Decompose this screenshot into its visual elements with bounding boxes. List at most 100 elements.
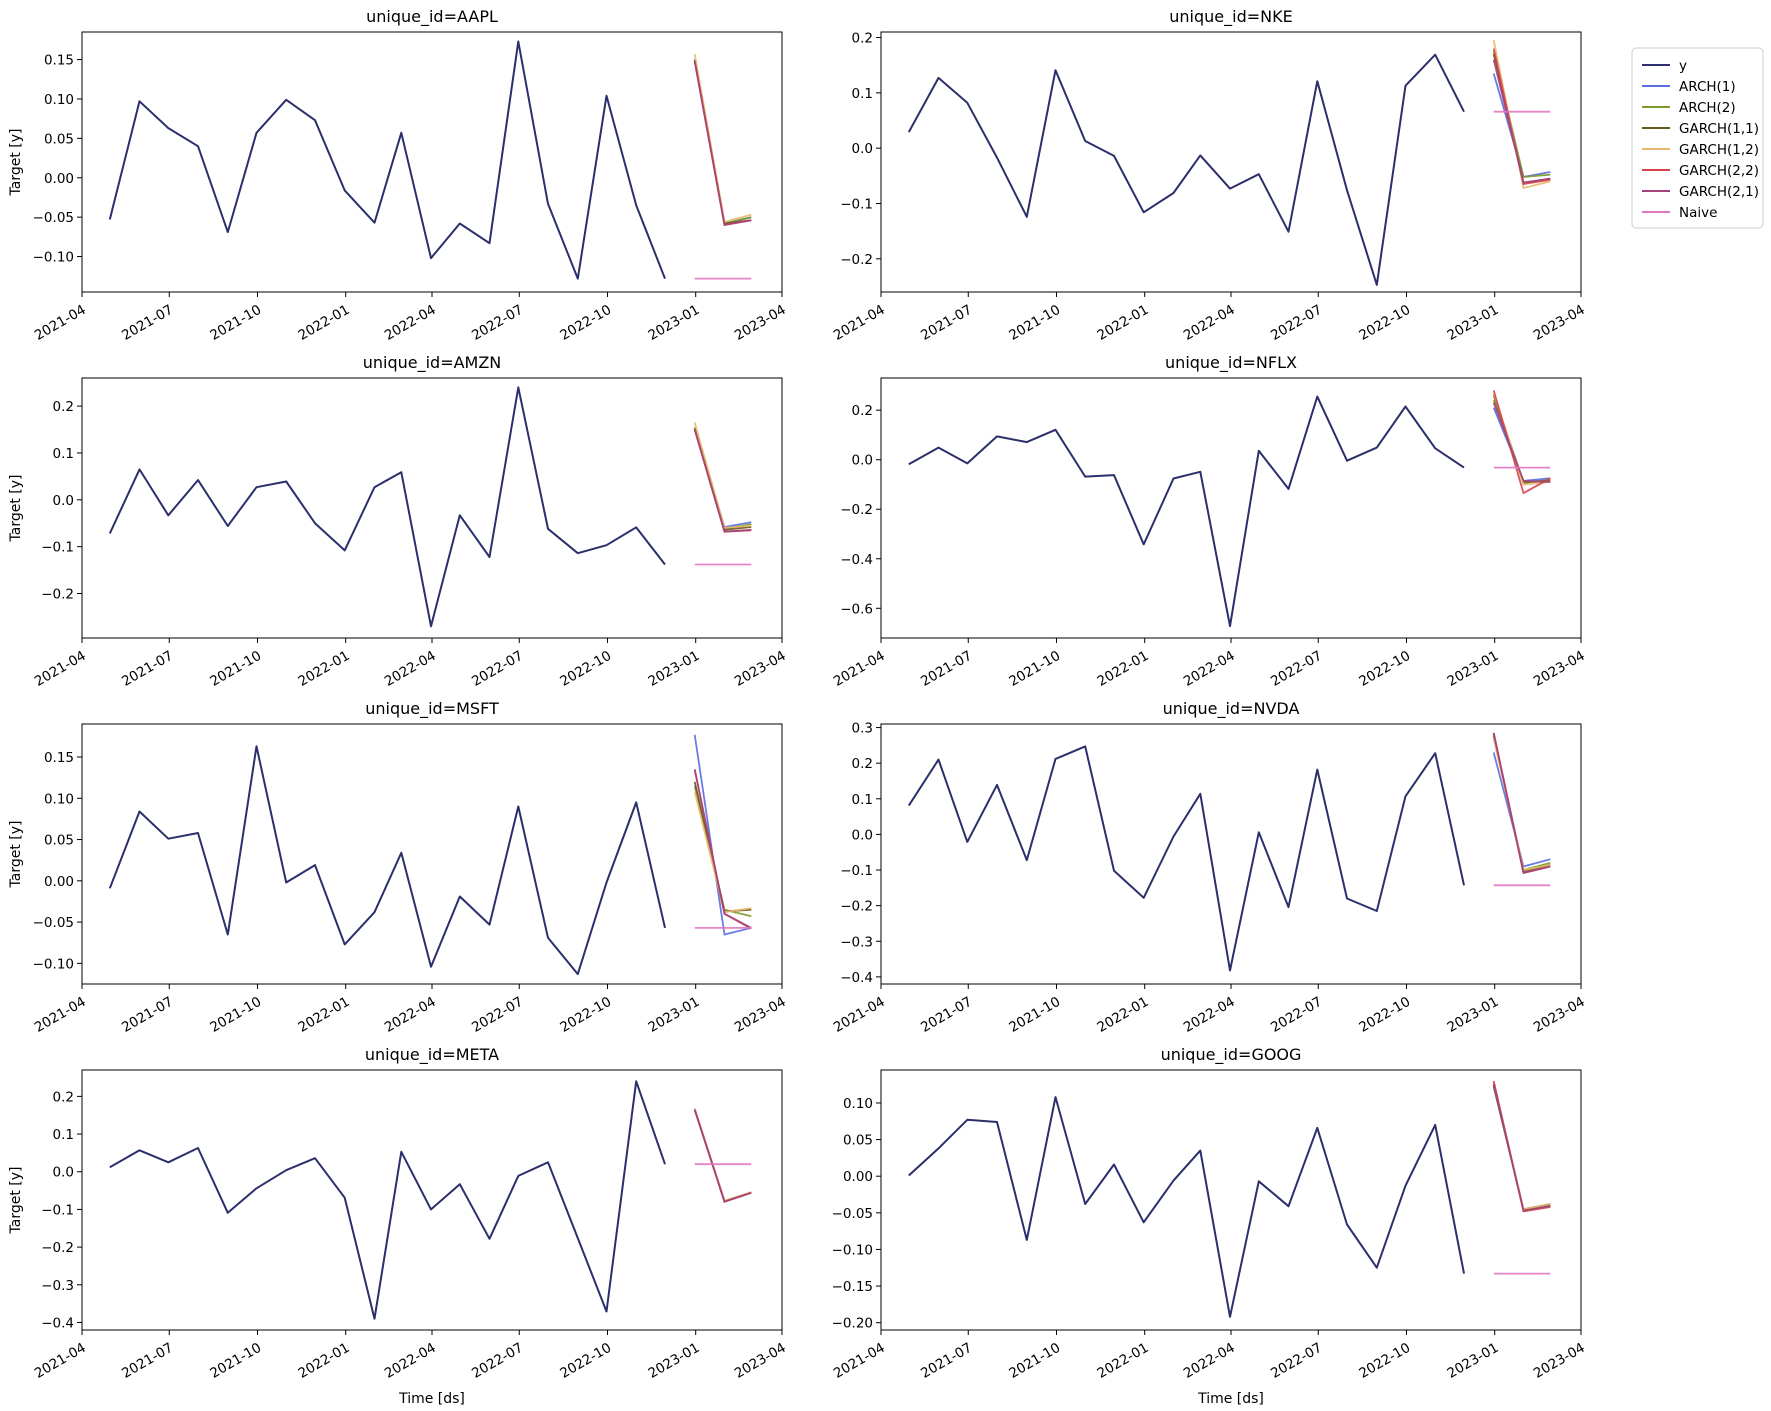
x-tick-label: 2023-01 [646,302,703,344]
legend-label: ARCH(1) [1679,79,1736,95]
y-tick-label: −0.2 [41,586,74,602]
x-tick-label: 2022-10 [557,1340,614,1382]
y-tick-label: 0.00 [843,1169,873,1185]
x-tick-label: 2022-01 [296,302,353,344]
y-tick-label: −0.10 [33,250,74,266]
y-tick-label: 0.0 [53,493,74,509]
subplot-title: unique_id=GOOG [1161,1045,1302,1065]
y-tick-label: −0.1 [41,540,74,556]
x-tick-label: 2021-07 [119,994,176,1036]
y-tick-label: −0.3 [41,1278,74,1294]
x-tick-label: 2021-10 [207,1340,264,1382]
x-tick-label: 2022-04 [1181,1340,1238,1382]
x-tick-label: 2023-04 [732,994,789,1036]
forecast-arch-2-line [1492,399,1551,485]
subplot: unique_id=GOOG 0.10 0.05 0.00 −0.05 −0.10 −0.1… [831,1045,1588,1407]
x-tick-label: 2023-04 [1531,994,1588,1036]
y-tick-label: −0.4 [840,552,873,568]
y-axis-label: Target [y] [8,821,24,889]
forecast-garch-2-2-line [693,1109,752,1203]
axes-frame [81,377,783,639]
x-tick-label: 2023-04 [1531,1340,1588,1382]
y-tick-label: −0.05 [33,210,74,226]
forecast-arch-2-line [693,426,752,530]
y-tick-label: −0.6 [840,601,873,617]
x-tick-label: 2022-10 [557,648,614,690]
y-tick-label: 0.2 [852,31,873,47]
x-tick-label: 2021-10 [1006,994,1063,1036]
forecast-garch-2-2-line [1492,48,1551,186]
y-tick-label: 0.2 [852,756,873,772]
forecast-garch-2-2-line [693,429,752,533]
series-y-line [908,395,1465,628]
x-tick-label: 2022-01 [296,648,353,690]
x-tick-label: 2021-10 [207,994,264,1036]
y-tick-label: 0.0 [852,827,873,843]
y-tick-label: −0.2 [840,252,873,268]
x-tick-label: 2022-10 [557,994,614,1036]
subplot: unique_id=AAPL 0.15 0.10 0.05 0.00 −0.05 −0.10… [8,7,789,344]
forecast-garch-1-1-line [1492,395,1551,483]
y-tick-label: 0.1 [53,446,74,462]
forecast-garch-2-1-line [693,1109,752,1204]
x-tick-label: 2022-04 [382,1340,439,1382]
y-tick-label: −0.05 [33,915,74,931]
forecast-garch-1-1-line [693,1109,752,1203]
y-tick-label: 0.05 [44,833,74,849]
x-tick-label: 2022-01 [296,994,353,1036]
y-axis-label: Target [y] [8,1167,24,1235]
x-tick-label: 2023-04 [732,1340,789,1382]
y-tick-label: 0.15 [44,53,74,69]
x-tick-label: 2021-07 [918,302,975,344]
y-tick-label: −0.05 [832,1206,873,1222]
x-tick-label: 2021-07 [918,994,975,1036]
x-tick-label: 2022-04 [382,994,439,1036]
y-tick-label: 0.2 [53,399,74,415]
x-tick-label: 2021-10 [207,302,264,344]
forecast-arch-1-line [693,734,752,936]
forecast-garch-1-2-line [693,53,752,224]
x-axis-label: Time [ds] [398,1391,465,1407]
y-tick-label: −0.2 [840,899,873,915]
legend-label: y [1679,58,1687,74]
forecast-arch-1-line [693,429,752,529]
y-tick-label: 0.00 [44,874,74,890]
subplot: unique_id=META 0.2 0.1 0.0 −0.1 −0.2 −0.3 −0.4 2… [8,1045,789,1407]
y-tick-label: 0.1 [852,86,873,102]
forecast-arch-1-line [693,1109,752,1203]
subplot-title: unique_id=NVDA [1163,699,1300,719]
x-tick-label: 2021-07 [119,302,176,344]
y-tick-label: 0.10 [44,92,74,108]
x-tick-label: 2023-01 [646,994,703,1036]
x-tick-label: 2021-04 [831,648,888,690]
x-axis-label: Time [ds] [1197,1391,1264,1407]
forecast-garch-2-1-line [1492,732,1551,874]
y-tick-label: 0.1 [53,1127,74,1143]
forecast-garch-1-1-line [693,59,752,225]
y-tick-label: 0.0 [852,453,873,469]
x-tick-label: 2022-10 [557,302,614,344]
subplot-title: unique_id=NKE [1169,7,1292,27]
x-tick-label: 2022-07 [469,302,526,344]
x-tick-label: 2023-01 [646,648,703,690]
x-tick-label: 2022-07 [469,1340,526,1382]
forecast-garch-2-1-line [1492,59,1551,184]
y-tick-label: −0.1 [840,863,873,879]
y-tick-label: −0.10 [33,956,74,972]
x-tick-label: 2023-01 [1445,1340,1502,1382]
y-tick-label: −0.4 [41,1315,74,1331]
subplot-title: unique_id=NFLX [1165,353,1297,373]
x-tick-label: 2021-04 [32,302,89,344]
legend-label: GARCH(2,1) [1679,184,1759,200]
x-tick-label: 2021-04 [32,648,89,690]
subplot-title: unique_id=META [365,1045,499,1065]
x-tick-label: 2022-07 [469,648,526,690]
x-tick-label: 2021-07 [918,1340,975,1382]
x-tick-label: 2023-04 [732,648,789,690]
axes-frame [880,1069,1582,1331]
y-tick-label: 0.05 [44,131,74,147]
subplot: unique_id=NVDA 0.3 0.2 0.1 0.0 −0.1 −0.2 −0.3 −0… [831,699,1588,1036]
forecast-garch-1-2-line [693,1108,752,1202]
y-tick-label: 0.15 [44,750,74,766]
